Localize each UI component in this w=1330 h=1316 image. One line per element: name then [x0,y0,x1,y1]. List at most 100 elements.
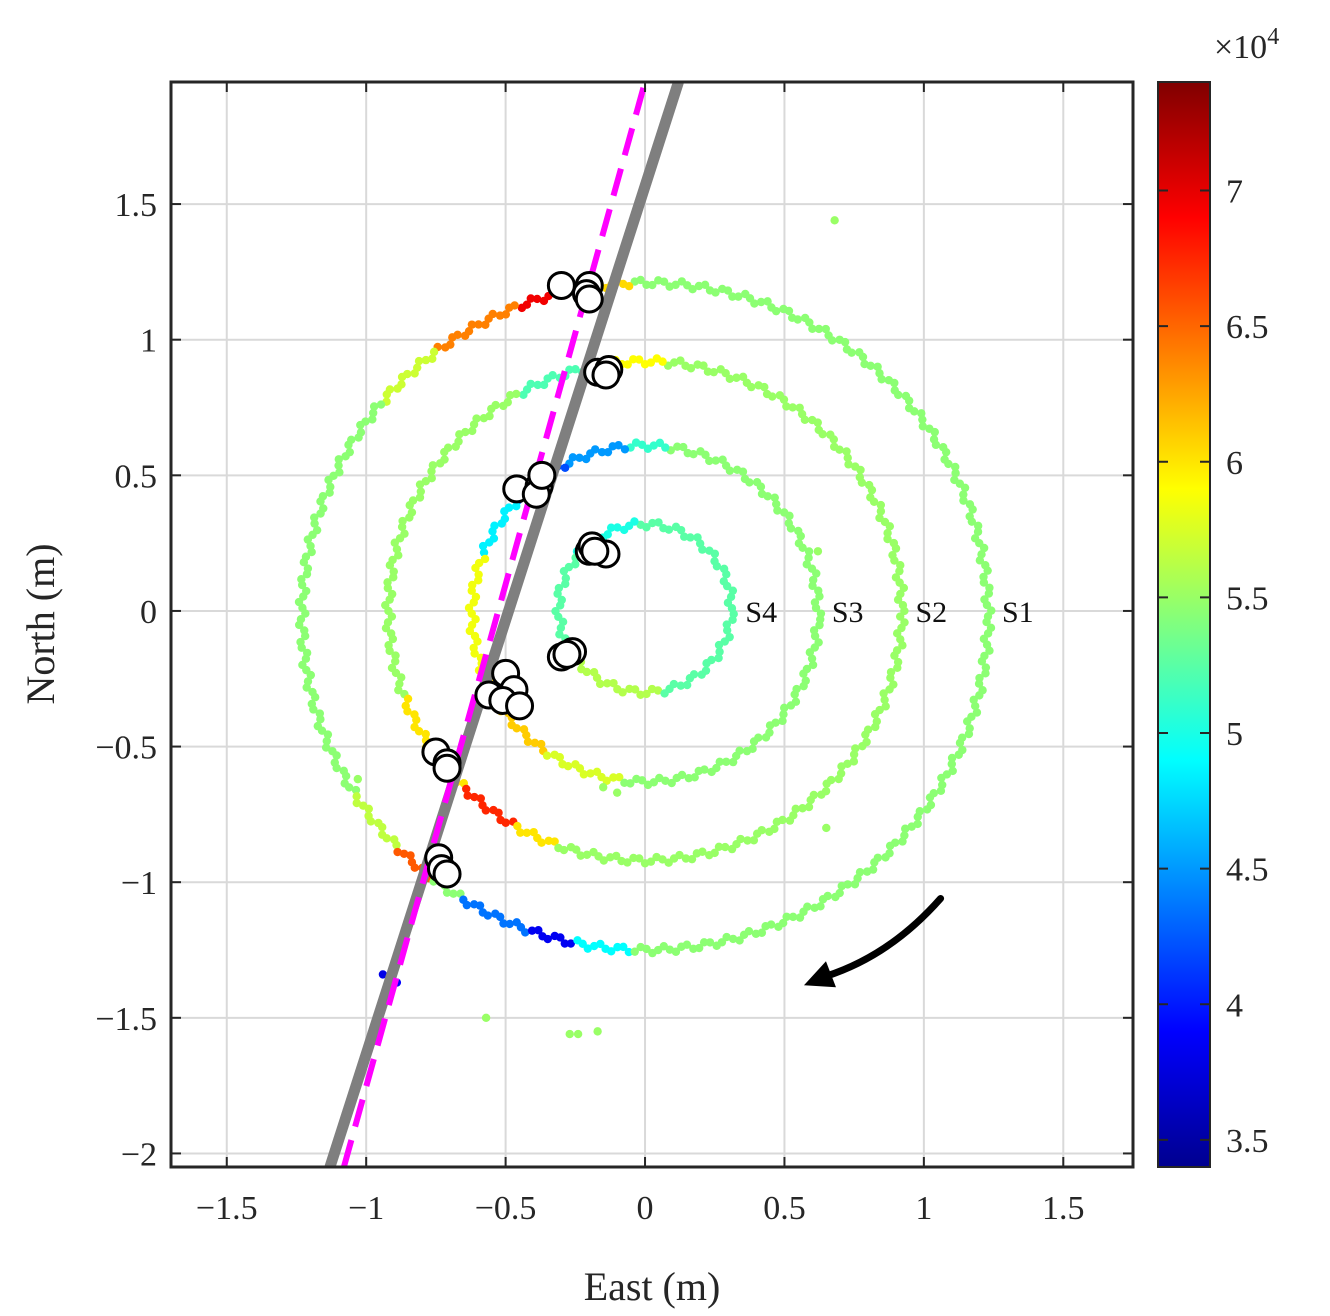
data-point [582,850,592,860]
data-point [300,631,310,641]
data-point [898,601,908,610]
data-point [779,508,789,517]
data-point [842,447,851,456]
data-point [559,845,569,855]
data-point [752,478,762,487]
data-point [405,501,414,510]
data-point [667,778,676,788]
data-point [495,912,505,922]
data-point [791,804,800,814]
data-point [301,654,311,663]
data-point [539,380,549,390]
data-point [344,440,353,450]
y-tick-labels: −2 −1.5 −1 −0.5 0 0.5 1 1.5 [95,187,157,1173]
data-point [802,664,812,674]
data-point [883,534,892,544]
data-point [519,390,528,400]
data-point [683,448,692,458]
data-point [467,320,477,329]
data-point [800,313,810,323]
data-point [618,688,627,697]
data-point [463,791,472,800]
data-point [795,403,804,412]
data-point [722,757,731,766]
data-point [808,660,818,670]
data-point [782,402,791,411]
data-point [978,686,987,695]
data-point [470,649,479,658]
data-point [599,783,608,792]
data-point [527,926,537,935]
data-point [392,840,401,850]
data-point [938,443,948,452]
y-tick-label: 0 [140,594,157,631]
data-point [537,739,546,749]
data-point [784,518,793,528]
data-point [676,681,685,690]
data-point [354,433,363,442]
plot-area: S1 S2 S3 S4 [169,80,1135,1169]
data-point [522,828,532,838]
white-marker [574,284,604,314]
data-point [322,736,331,746]
data-point [810,598,820,607]
data-point [735,746,744,755]
data-point [701,666,711,675]
data-point [405,513,414,522]
data-point [421,355,431,365]
data-point [607,947,616,956]
colorbar-tick-label: 3.5 [1226,1123,1269,1160]
data-point [462,900,472,910]
data-point [802,560,811,569]
data-point [597,448,607,457]
white-marker [432,753,462,783]
white-marker [580,536,610,566]
data-point [787,313,797,322]
data-point [757,489,767,499]
data-point [771,718,780,727]
data-point [722,620,732,629]
y-tick-label: −2 [121,1136,157,1173]
data-point [788,403,797,412]
data-point [378,970,388,979]
data-point [517,303,527,313]
y-tick-label: 1.5 [115,187,158,224]
data-point [542,751,552,760]
data-point [516,828,525,837]
data-point [980,595,989,604]
data-point [302,683,311,692]
data-point [948,766,957,776]
data-point [302,569,312,579]
colorbar-multiplier-exponent: 4 [1267,24,1279,50]
data-point [940,455,949,464]
data-point [563,762,573,771]
data-point [981,663,991,672]
data-point [809,790,819,800]
data-point [979,572,988,582]
data-point [306,670,316,680]
data-point [652,354,662,363]
data-point [855,473,865,482]
data-point [595,679,605,689]
data-point [981,561,990,570]
data-point [671,947,681,956]
colorbar-ticks: 3.5 4 4.5 5 5.5 6 6.5 7 [1158,174,1269,1160]
data-point [888,550,897,560]
data-point [332,763,341,773]
data-point [465,626,475,636]
white-marker [591,360,621,390]
white-marker [432,859,462,889]
data-point [399,849,409,858]
data-point [836,769,846,778]
data-point [646,857,656,866]
data-point [483,911,493,920]
data-point [789,811,798,820]
data-point [526,294,536,303]
data-point [705,456,714,466]
data-point [851,462,860,471]
data-point [757,928,767,937]
data-point [513,821,522,831]
direction-arrow-shaft [822,894,945,980]
data-point [623,858,632,867]
